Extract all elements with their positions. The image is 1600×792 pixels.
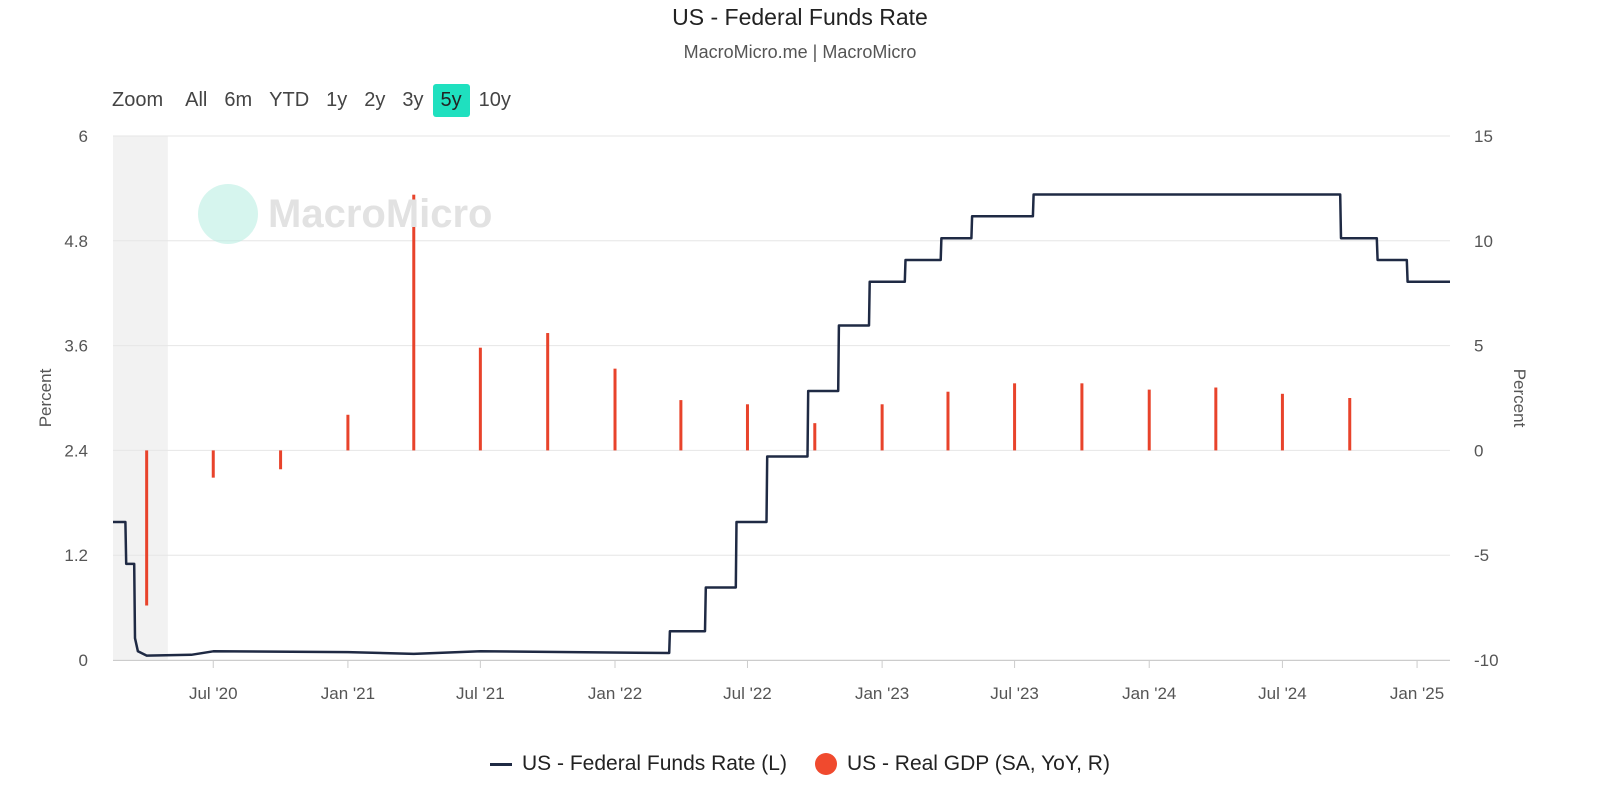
zoom-ytd-button[interactable]: YTD <box>269 88 310 111</box>
gdp-bar <box>546 333 550 451</box>
zoom-bar: Zoom All 6m YTD 1y 2y 3y 5y 10y <box>112 82 520 118</box>
x-tick-label: Jan '24 <box>1122 684 1176 703</box>
watermark-text: MacroMicro <box>268 192 493 236</box>
gdp-bar <box>1147 389 1151 451</box>
x-tick-label: Jul '20 <box>189 684 238 703</box>
legend-label-gdp: US - Real GDP (SA, YoY, R) <box>846 752 1110 775</box>
y-right-tick-label: -5 <box>1474 546 1489 565</box>
x-tick-label: Jan '25 <box>1390 684 1444 703</box>
y-left-tick-label: 4.8 <box>64 232 88 251</box>
y-right-tick-label: -10 <box>1474 651 1499 670</box>
legend-item-rate[interactable]: US - Federal Funds Rate (L) <box>490 752 787 776</box>
recession-band <box>113 136 168 660</box>
x-tick-label: Jan '22 <box>588 684 642 703</box>
y-right-tick-label: 10 <box>1474 232 1493 251</box>
gdp-bar <box>279 450 283 470</box>
gdp-bar <box>1280 393 1284 451</box>
gdp-bar <box>412 194 416 451</box>
gdp-bar <box>1348 398 1352 451</box>
zoom-all-button[interactable]: All <box>185 88 208 111</box>
gdp-bar <box>745 404 749 451</box>
y-right-axis-title: Percent <box>1510 369 1529 428</box>
y-right-tick-label: 0 <box>1474 441 1483 460</box>
gdp-bar <box>613 368 617 451</box>
x-tick-label: Jul '22 <box>723 684 772 703</box>
gdp-bar <box>946 391 950 451</box>
y-right-tick-label: 15 <box>1474 127 1493 146</box>
y-left-tick-label: 2.4 <box>64 441 88 460</box>
gdp-bar <box>679 400 683 451</box>
legend-item-gdp[interactable]: US - Real GDP (SA, YoY, R) <box>814 752 1110 776</box>
x-tick-label: Jan '23 <box>855 684 909 703</box>
chart-subtitle: MacroMicro.me | MacroMicro <box>683 42 917 62</box>
y-left-tick-label: 6 <box>79 127 88 146</box>
legend: US - Federal Funds Rate (L) US - Real GD… <box>0 752 1600 776</box>
zoom-1y-button[interactable]: 1y <box>326 88 348 111</box>
x-tick-label: Jan '21 <box>321 684 375 703</box>
gdp-bar <box>1214 387 1218 451</box>
zoom-label: Zoom <box>112 88 164 111</box>
y-left-tick-label: 3.6 <box>64 337 88 356</box>
gdp-bar <box>211 450 215 478</box>
gdp-bar <box>880 404 884 451</box>
y-left-axis-title: Percent <box>36 368 55 427</box>
gdp-bar <box>1080 383 1084 451</box>
legend-label-rate: US - Federal Funds Rate (L) <box>522 752 787 775</box>
gdp-bar <box>813 423 817 451</box>
legend-line-swatch <box>490 762 513 766</box>
legend-dot-swatch <box>814 753 837 775</box>
zoom-5y-button[interactable]: 5y <box>432 83 470 117</box>
zoom-2y-button[interactable]: 2y <box>364 88 386 111</box>
zoom-6m-button[interactable]: 6m <box>224 88 253 111</box>
gdp-bar <box>1013 383 1017 451</box>
x-tick-label: Jul '21 <box>456 684 505 703</box>
y-left-tick-label: 1.2 <box>64 546 88 565</box>
y-left-tick-label: 0 <box>79 651 88 670</box>
zoom-3y-button[interactable]: 3y <box>402 88 424 111</box>
chart-title: US - Federal Funds Rate <box>672 4 928 30</box>
gdp-bar <box>478 347 482 451</box>
macromicro-logo-icon <box>198 184 258 244</box>
gdp-bar <box>145 450 149 606</box>
x-tick-label: Jul '24 <box>1258 684 1307 703</box>
zoom-10y-button[interactable]: 10y <box>478 88 511 111</box>
gdp-bar <box>346 414 350 451</box>
fed-funds-rate-line <box>113 193 1450 657</box>
x-tick-label: Jul '23 <box>990 684 1039 703</box>
y-right-tick-label: 5 <box>1474 337 1483 356</box>
